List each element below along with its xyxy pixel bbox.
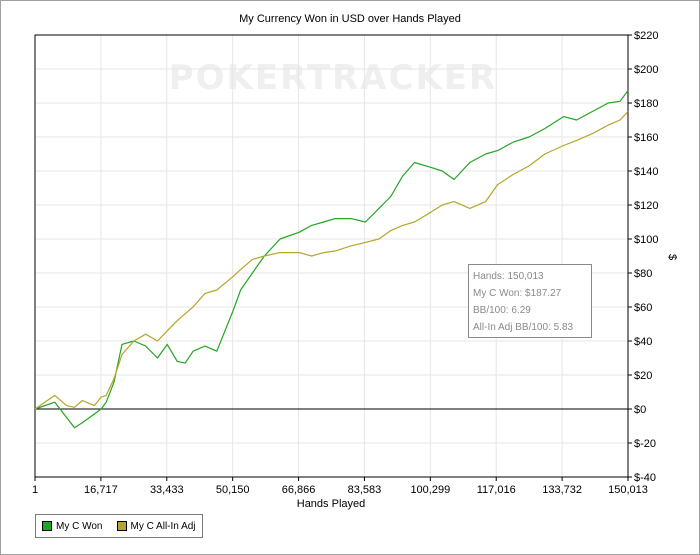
legend: My C Won My C All-In Adj	[35, 514, 203, 538]
won-amount: My C Won: $187.27	[473, 288, 562, 299]
series-line-my-c-all-in-adj	[34, 111, 629, 410]
legend-label-won: My C Won	[56, 520, 103, 532]
y-tick-label: $80	[634, 268, 652, 280]
allin-bb-per-100: All-In Adj BB/100: 5.83	[473, 322, 574, 333]
x-tick-label: 16,717	[84, 484, 118, 496]
hands-count: Hands: 150,013	[473, 271, 544, 282]
x-tick-label: 1	[32, 484, 38, 496]
plot-border	[34, 34, 629, 478]
legend-item-won[interactable]: My C Won	[42, 521, 103, 532]
svg-text:POKERTRACKER: POKERTRACKER	[169, 58, 497, 98]
x-ticks: 1 16,717 33,433 50,150 66,866 83,583 100,299 11…	[32, 477, 648, 496]
x-tick-label: 50,150	[216, 484, 250, 496]
chart-title: My Currency Won in USD over Hands Played	[239, 13, 461, 25]
legend-swatch-allin	[116, 521, 127, 531]
y-tick-label: $-40	[634, 472, 656, 484]
axes	[34, 34, 629, 478]
y-tick-label: $160	[634, 132, 658, 144]
x-tick-label: 83,583	[348, 484, 382, 496]
watermark: POKERTRACKER	[169, 58, 497, 98]
series-lines	[34, 90, 629, 429]
legend-swatch-won	[42, 521, 52, 531]
y-tick-label: $220	[634, 30, 658, 42]
y-tick-label: $100	[634, 234, 658, 246]
legend-label-allin: My C All-In Adj	[130, 520, 196, 532]
series-line-my-c-won	[34, 90, 629, 429]
x-tick-label: 133,732	[542, 484, 582, 496]
y-tick-label: $120	[634, 200, 658, 212]
x-axis-label: Hands Played	[297, 498, 366, 510]
x-tick-label: 150,013	[608, 484, 648, 496]
summary-info-box: Hands: 150,013 My C Won: $187.27 BB/100:…	[468, 264, 592, 338]
x-tick-label: 117,016	[477, 484, 516, 496]
x-tick-label: 66,866	[282, 484, 316, 496]
y-tick-label: $40	[634, 336, 652, 348]
y-tick-label: $0	[634, 404, 646, 416]
bb-per-100: BB/100: 6.29	[473, 305, 531, 316]
x-tick-label: 100,299	[410, 484, 450, 496]
y-tick-label: $200	[634, 64, 658, 76]
y-tick-label: $140	[634, 166, 658, 178]
y-ticks: $-40 $-20 $0 $20 $40 $60 $80 $100 $120 $140 $160 $1…	[628, 30, 658, 484]
y-axis-label: $	[666, 254, 678, 260]
y-tick-label: $20	[634, 370, 652, 382]
grid	[35, 34, 628, 478]
legend-item-allin[interactable]: My C All-In Adj	[116, 520, 196, 532]
x-tick-label: 33,433	[150, 484, 184, 496]
y-tick-label: $180	[634, 98, 658, 110]
y-tick-label: $-20	[634, 438, 656, 450]
y-tick-label: $60	[634, 302, 652, 314]
